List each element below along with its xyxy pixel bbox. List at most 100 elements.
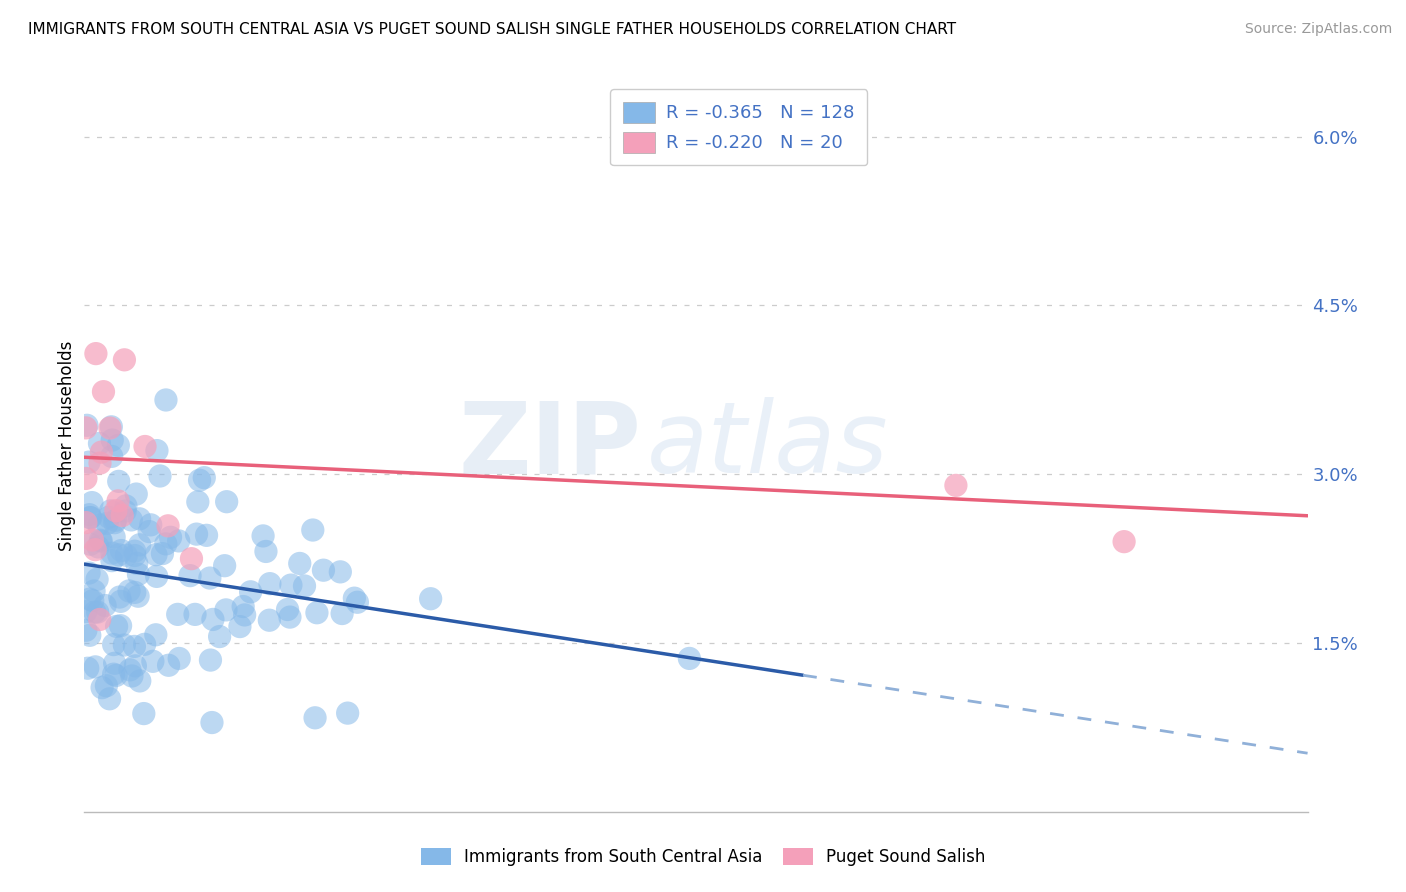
Point — [155, 392, 177, 407]
Point — [97, 510, 120, 524]
Point — [301, 523, 323, 537]
Y-axis label: Single Father Households: Single Father Households — [58, 341, 76, 551]
Point — [188, 473, 211, 487]
Point — [100, 420, 122, 434]
Point — [305, 606, 328, 620]
Point — [115, 549, 138, 563]
Point — [76, 418, 98, 433]
Point — [87, 517, 110, 532]
Point — [139, 517, 162, 532]
Point — [110, 618, 132, 632]
Point — [193, 470, 215, 484]
Point — [100, 450, 122, 464]
Point — [108, 590, 131, 604]
Point — [118, 584, 141, 599]
Point — [419, 591, 441, 606]
Point — [145, 548, 167, 562]
Point — [195, 528, 218, 542]
Point — [239, 584, 262, 599]
Point — [304, 711, 326, 725]
Point — [79, 508, 101, 522]
Point — [259, 576, 281, 591]
Point — [146, 443, 169, 458]
Point — [79, 537, 101, 551]
Point — [104, 513, 127, 527]
Point — [125, 557, 148, 571]
Point — [110, 543, 132, 558]
Legend: Immigrants from South Central Asia, Puget Sound Salish: Immigrants from South Central Asia, Puge… — [412, 840, 994, 875]
Point — [118, 663, 141, 677]
Point — [280, 578, 302, 592]
Point — [75, 421, 97, 435]
Point — [157, 518, 180, 533]
Point — [167, 651, 190, 665]
Point — [232, 599, 254, 614]
Point — [107, 548, 129, 562]
Point — [200, 653, 222, 667]
Point — [89, 533, 111, 548]
Point — [187, 495, 209, 509]
Point — [98, 691, 121, 706]
Point — [120, 513, 142, 527]
Point — [254, 544, 277, 558]
Point — [124, 585, 146, 599]
Point — [101, 553, 124, 567]
Point — [215, 494, 238, 508]
Point — [208, 630, 231, 644]
Point — [155, 537, 177, 551]
Point — [127, 567, 149, 582]
Point — [201, 612, 224, 626]
Point — [125, 487, 148, 501]
Point — [89, 456, 111, 470]
Point — [124, 549, 146, 563]
Point — [166, 607, 188, 622]
Point — [186, 527, 208, 541]
Point — [89, 612, 111, 626]
Point — [214, 558, 236, 573]
Point — [115, 499, 138, 513]
Point — [91, 681, 114, 695]
Point — [128, 512, 150, 526]
Point — [678, 651, 700, 665]
Point — [75, 516, 97, 530]
Point — [84, 542, 107, 557]
Point — [83, 605, 105, 619]
Text: ZIP: ZIP — [458, 398, 641, 494]
Point — [124, 658, 146, 673]
Point — [124, 640, 146, 654]
Point — [87, 540, 110, 554]
Point — [1114, 534, 1136, 549]
Point — [82, 533, 104, 547]
Point — [198, 571, 221, 585]
Point — [112, 352, 135, 367]
Point — [134, 440, 156, 454]
Point — [124, 544, 146, 558]
Point — [76, 661, 98, 675]
Point — [110, 594, 132, 608]
Point — [215, 603, 238, 617]
Point — [86, 605, 108, 619]
Point — [229, 619, 252, 633]
Point — [128, 673, 150, 688]
Point — [77, 455, 100, 469]
Legend: R = -0.365   N = 128, R = -0.220   N = 20: R = -0.365 N = 128, R = -0.220 N = 20 — [610, 89, 868, 165]
Point — [132, 706, 155, 721]
Point — [107, 475, 129, 489]
Text: IMMIGRANTS FROM SOUTH CENTRAL ASIA VS PUGET SOUND SALISH SINGLE FATHER HOUSEHOLD: IMMIGRANTS FROM SOUTH CENTRAL ASIA VS PU… — [28, 22, 956, 37]
Point — [346, 595, 368, 609]
Point — [128, 538, 150, 552]
Point — [277, 602, 299, 616]
Point — [104, 657, 127, 671]
Point — [83, 584, 105, 599]
Point — [294, 579, 316, 593]
Point — [75, 605, 97, 619]
Point — [159, 530, 181, 544]
Point — [121, 669, 143, 683]
Point — [82, 593, 104, 607]
Point — [84, 346, 107, 360]
Point — [103, 530, 125, 544]
Point — [288, 557, 311, 571]
Point — [101, 433, 124, 447]
Point — [75, 471, 97, 485]
Point — [145, 569, 167, 583]
